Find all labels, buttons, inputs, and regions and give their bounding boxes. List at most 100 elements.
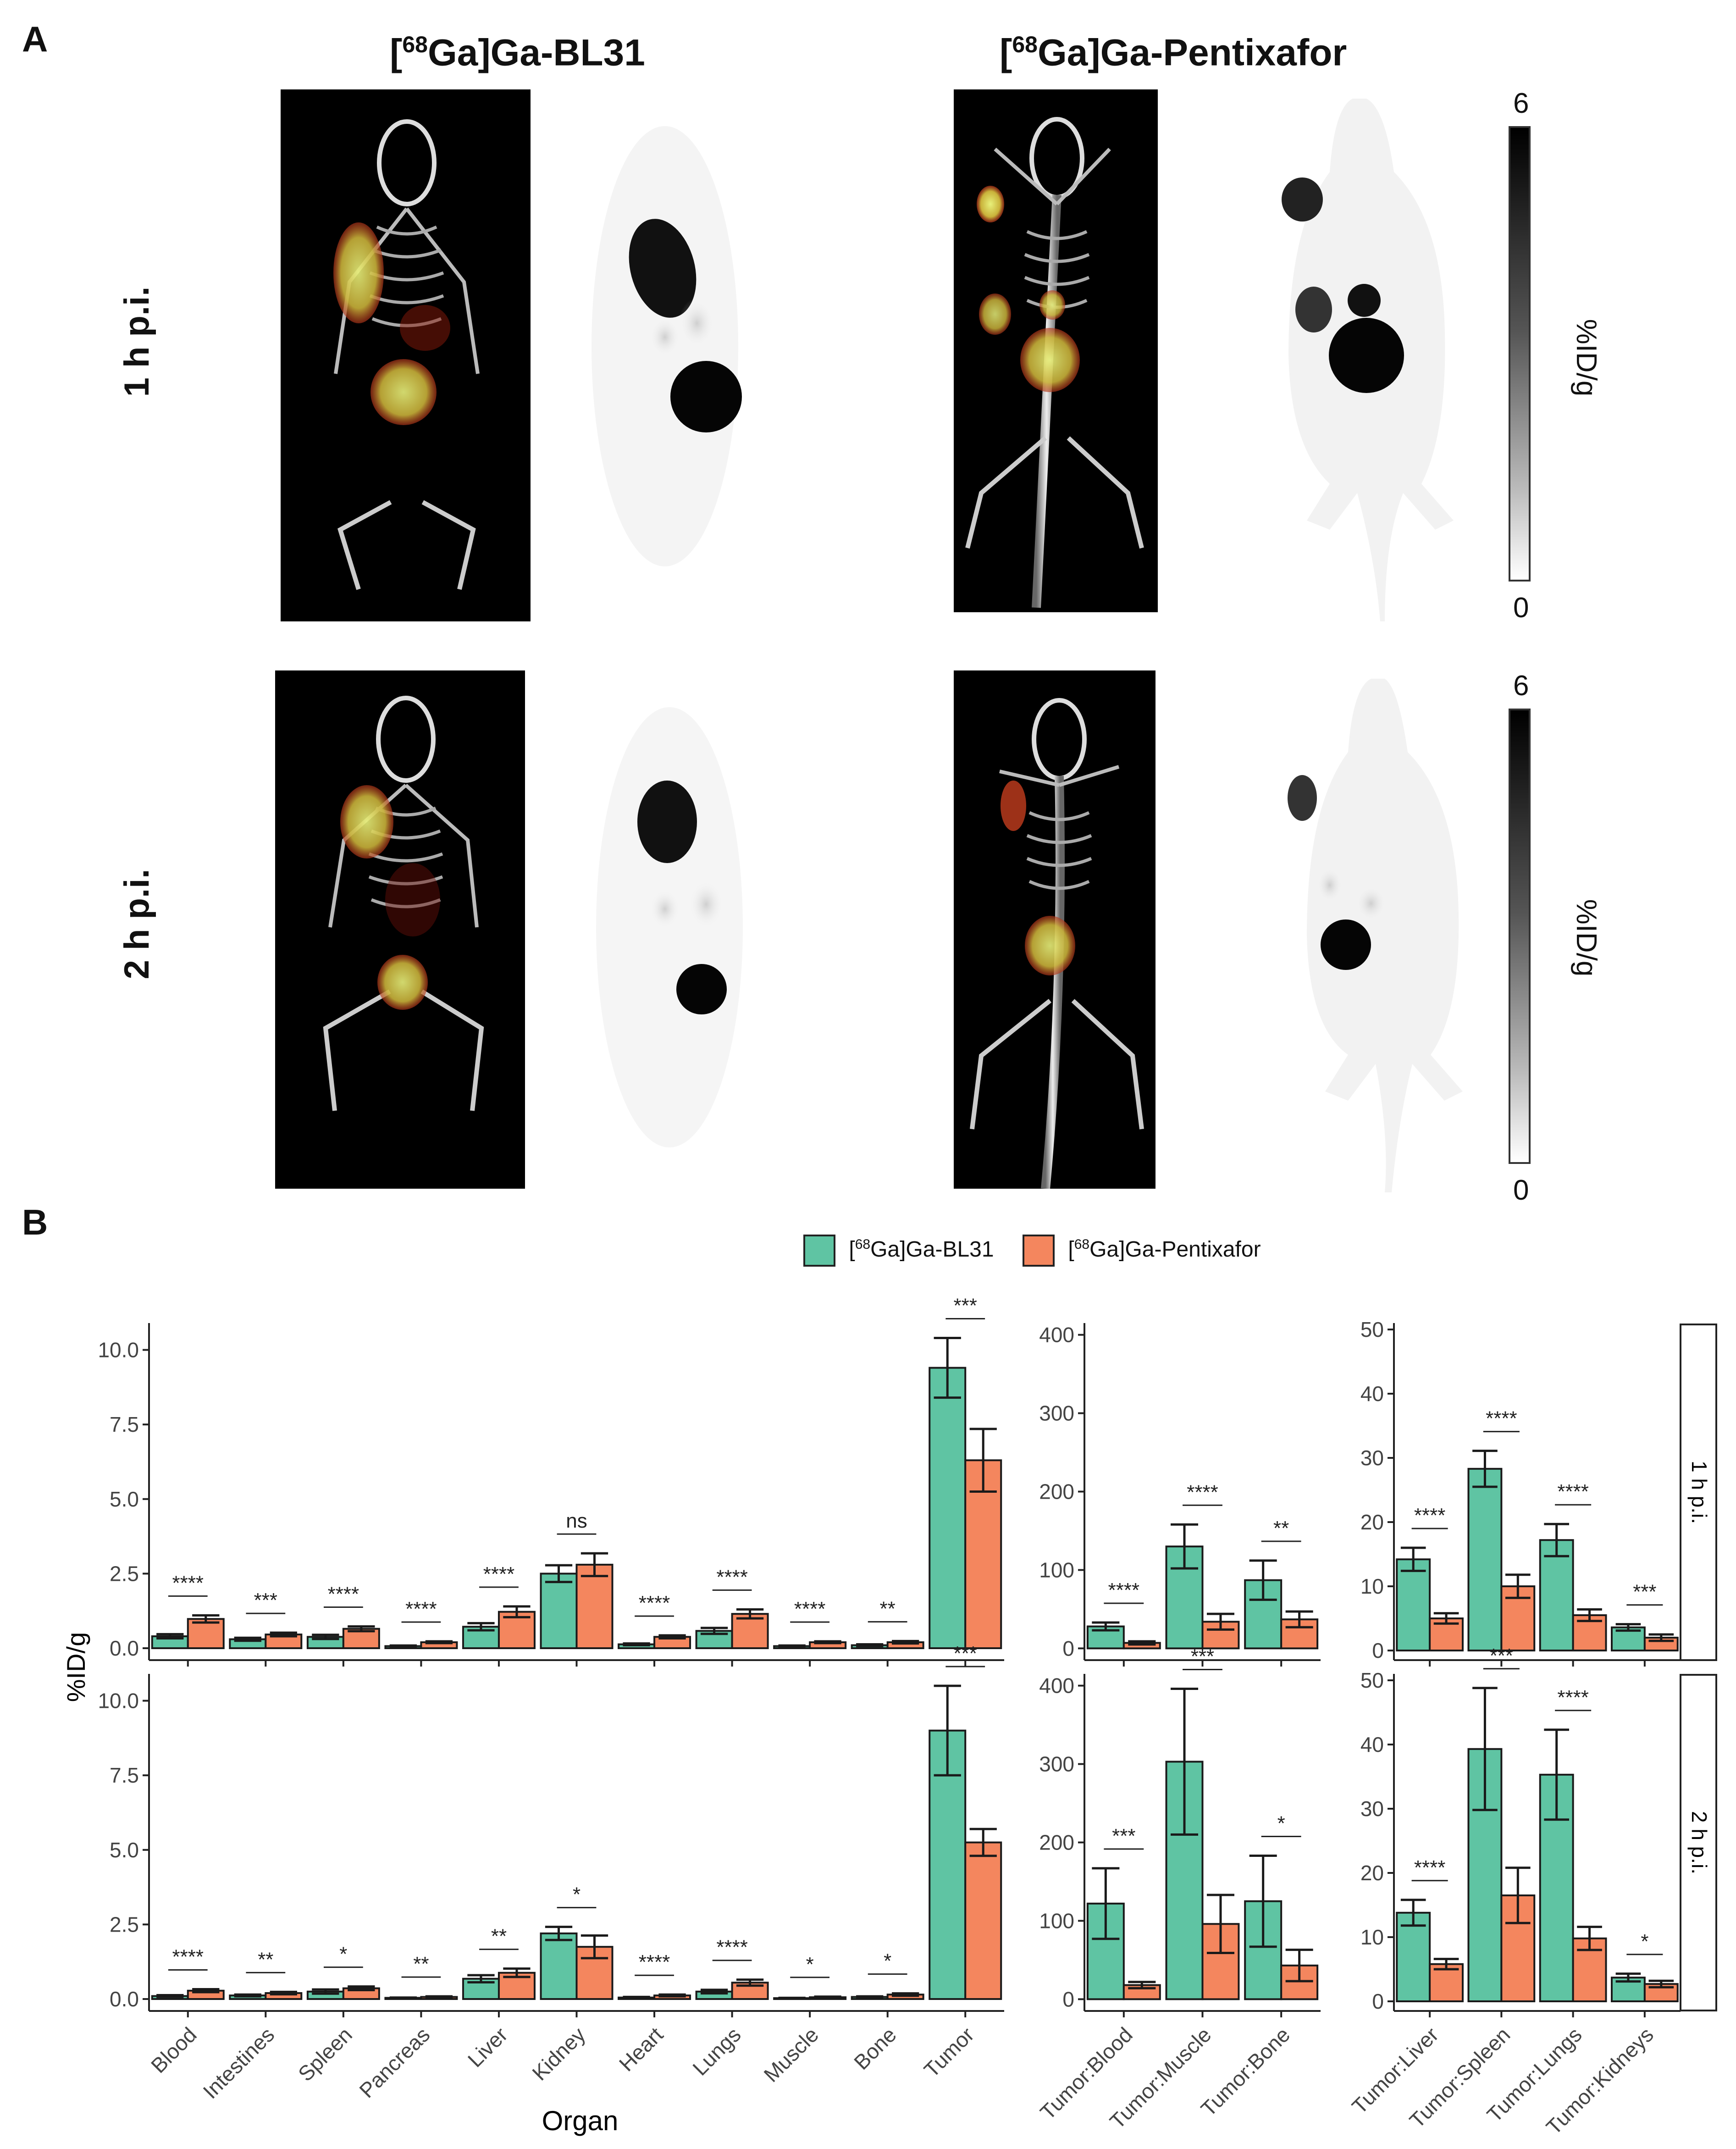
y-tick-label: 20 [1360, 1510, 1384, 1534]
significance-label: ns [566, 1510, 587, 1532]
y-tick-label: 20 [1360, 1861, 1384, 1885]
y-tick-label: 0.0 [110, 1636, 139, 1660]
bar [1539, 1539, 1574, 1651]
significance-label: **** [716, 1936, 748, 1959]
facet-label-2h: 2 h p.i. [1687, 1811, 1711, 1874]
significance-label: **** [639, 1951, 670, 1973]
panel-a-letter: A [22, 19, 48, 59]
x-tick-label: Kidney [527, 2022, 590, 2085]
legend-item-pentixafor: [68Ga]Ga-Pentixafor [1023, 1235, 1261, 1267]
significance-label: * [1277, 1812, 1285, 1835]
y-tick-label: 50 [1360, 1668, 1384, 1692]
significance-label: **** [328, 1583, 359, 1606]
bar [964, 1841, 1002, 2000]
petct-scan-bl31-1h [281, 89, 531, 621]
legend-swatch-bl31 [803, 1235, 835, 1267]
significance-label: **** [716, 1566, 748, 1588]
y-tick-label: 7.5 [110, 1412, 139, 1436]
colorbar-min-label-1h: 0 [1513, 592, 1529, 624]
significance-label: * [1641, 1930, 1648, 1953]
significance-label: * [339, 1943, 347, 1966]
y-tick-label: 5.0 [110, 1838, 139, 1862]
y-tick-label: 2.5 [110, 1912, 139, 1936]
pet-mip-pentixafor-1h [1238, 80, 1486, 621]
bar [187, 1618, 225, 1649]
y-tick-label: 40 [1360, 1382, 1384, 1406]
y-tick-label: 200 [1039, 1480, 1074, 1504]
bar [1467, 1468, 1503, 1652]
colorbar-max-label-2h: 6 [1513, 670, 1529, 702]
y-tick-label: 10 [1360, 1574, 1384, 1598]
significance-label: ** [1273, 1517, 1289, 1540]
colorbar-min-label-2h: 0 [1513, 1174, 1529, 1206]
y-tick-label: 0.0 [110, 1987, 139, 2011]
significance-label: * [573, 1883, 581, 1906]
significance-label: **** [172, 1572, 204, 1594]
y-tick-label: 0 [1372, 1639, 1384, 1662]
facet-label-1h: 1 h p.i. [1687, 1461, 1711, 1524]
significance-label: *** [254, 1589, 277, 1612]
significance-label: *** [1191, 1645, 1214, 1667]
significance-label: **** [1486, 1407, 1517, 1430]
y-tick-label: 0 [1372, 1989, 1384, 2013]
significance-label: *** [954, 1295, 977, 1317]
significance-label: **** [483, 1563, 515, 1585]
tracer-title-bl31: [68Ga]Ga-BL31 [390, 32, 645, 74]
pet-mip-bl31-1h [569, 89, 761, 621]
x-tick-label: Tumor [919, 2022, 979, 2082]
significance-label: **** [1108, 1579, 1140, 1601]
y-tick-label: 10.0 [98, 1689, 139, 1713]
bar [1280, 1964, 1319, 2000]
significance-label: * [884, 1950, 891, 1972]
y-tick-label: 400 [1039, 1323, 1074, 1347]
significance-label: **** [639, 1592, 670, 1614]
legend-swatch-pentixafor [1023, 1235, 1055, 1267]
significance-label: **** [1414, 1504, 1446, 1527]
y-tick-label: 10.0 [98, 1338, 139, 1362]
significance-label: **** [172, 1946, 204, 1968]
colorbar-2h [1509, 709, 1531, 1164]
legend-label-bl31: [68Ga]Ga-BL31 [849, 1236, 994, 1262]
bar [540, 1573, 578, 1649]
facet-strip-2h [1680, 1674, 1717, 2011]
y-tick-label: 30 [1360, 1446, 1384, 1470]
legend-label-pentixafor: [68Ga]Ga-Pentixafor [1068, 1236, 1261, 1262]
x-tick-label: Muscle [759, 2022, 823, 2087]
x-tick-label: Heart [614, 2022, 668, 2076]
colorbar-1h [1509, 126, 1531, 582]
petct-scan-pentixafor-1h [954, 89, 1158, 612]
significance-label: ** [258, 1948, 273, 1971]
bar [1396, 1558, 1431, 1651]
y-tick-label: 10 [1360, 1925, 1384, 1949]
y-tick-label: 30 [1360, 1797, 1384, 1821]
x-tick-label: Blood [146, 2022, 201, 2077]
significance-label: **** [1557, 1480, 1589, 1503]
x-tick-label: Lungs [688, 2022, 745, 2080]
facet-strip-1h [1680, 1324, 1717, 1661]
x-tick-label: Pancreas [354, 2022, 434, 2102]
bar [929, 1367, 967, 1649]
significance-label: *** [1112, 1825, 1135, 1847]
significance-label: ** [880, 1597, 896, 1620]
significance-label: **** [1187, 1481, 1218, 1503]
significance-label: *** [1633, 1581, 1656, 1603]
pet-mip-bl31-2h [573, 670, 766, 1189]
x-tick-label: Liver [463, 2022, 512, 2071]
significance-label: **** [794, 1598, 826, 1620]
y-tick-label: 100 [1039, 1909, 1074, 1933]
y-tick-label: 0 [1062, 1636, 1074, 1660]
petct-scan-pentixafor-2h [954, 670, 1155, 1189]
y-tick-label: 100 [1039, 1558, 1074, 1582]
panel-b-letter: B [22, 1202, 48, 1242]
bar [540, 1932, 578, 2000]
significance-label: **** [405, 1598, 437, 1620]
tracer-title-pentixafor: [68Ga]Ga-Pentixafor [1000, 32, 1347, 74]
y-tick-label: 400 [1039, 1674, 1074, 1698]
significance-label: ** [413, 1953, 429, 1975]
x-tick-label: Spleen [293, 2022, 357, 2086]
y-tick-label: 200 [1039, 1831, 1074, 1855]
x-tick-label: Intestines [198, 2022, 279, 2103]
colorbar-max-label-1h: 6 [1513, 88, 1529, 119]
pet-mip-pentixafor-2h [1256, 660, 1495, 1192]
